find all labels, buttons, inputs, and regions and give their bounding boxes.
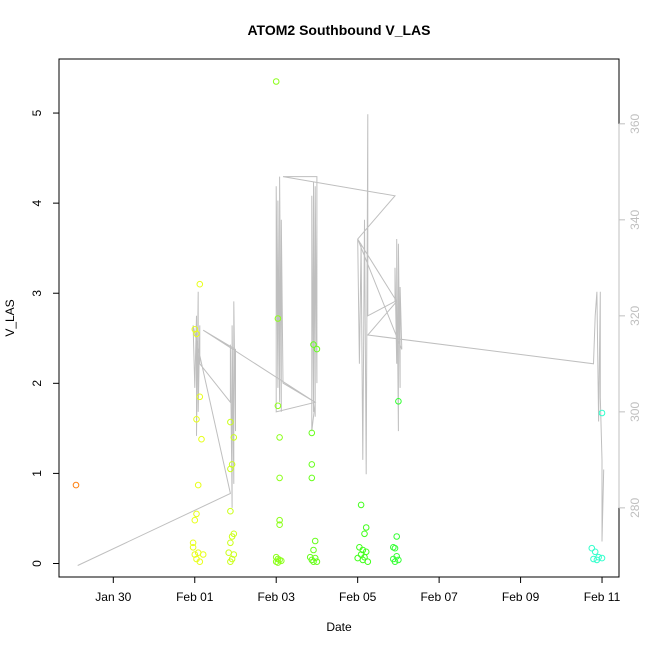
- y2-tick-label: 300: [628, 402, 642, 422]
- x-tick-label: Feb 01: [176, 590, 214, 604]
- y-tick-label: 0: [30, 560, 44, 567]
- y-tick-label: 2: [30, 380, 44, 387]
- data-point: [274, 402, 282, 410]
- data-point: [274, 559, 282, 566]
- y-axis-label: V_LAS: [3, 299, 17, 336]
- data-point: [361, 530, 368, 538]
- data-point: [391, 544, 399, 552]
- data-point: [193, 510, 200, 518]
- data-point: [311, 537, 319, 545]
- data-point: [598, 554, 606, 562]
- y2-tick-label: 280: [628, 498, 642, 518]
- data-point: [276, 474, 283, 482]
- data-point: [591, 548, 599, 556]
- data-point: [310, 558, 317, 566]
- data-point: [598, 409, 606, 417]
- data-point: [395, 398, 402, 405]
- data-point: [395, 556, 402, 564]
- data-point: [364, 558, 372, 566]
- data-point: [276, 521, 283, 529]
- data-point: [308, 429, 316, 437]
- data-point: [194, 481, 202, 489]
- data-point: [227, 539, 234, 547]
- data-point: [359, 546, 367, 554]
- y-tick-label: 5: [30, 109, 44, 116]
- y2-tick-label: 360: [628, 113, 642, 133]
- data-point: [278, 557, 285, 565]
- data-point: [193, 330, 200, 338]
- data-point: [230, 551, 238, 558]
- y-tick-label: 1: [30, 470, 44, 477]
- data-point: [590, 555, 597, 563]
- data-point: [308, 474, 316, 482]
- data-point: [311, 554, 319, 562]
- x-axis: Jan 30 Feb 01 Feb 03 Feb 05 Feb 07 Feb 09 Feb …: [95, 576, 621, 604]
- data-point: [272, 78, 280, 85]
- x-tick-label: Feb 11: [584, 590, 621, 604]
- data-point: [230, 530, 238, 538]
- data-point: [357, 501, 365, 509]
- data-point: [189, 539, 197, 547]
- y-axis-right: 280 300 320 340 360: [618, 113, 642, 518]
- right-axis-line-series: [77, 114, 605, 566]
- data-point: [313, 558, 321, 566]
- data-point: [191, 326, 199, 333]
- y-tick-label: 3: [30, 290, 44, 297]
- series-line: [77, 114, 605, 566]
- data-point: [588, 544, 596, 552]
- data-point: [191, 516, 199, 524]
- data-point: [228, 461, 236, 468]
- chart-title: ATOM2 Southbound V_LAS: [247, 22, 430, 38]
- x-tick-label: Feb 03: [258, 590, 296, 604]
- x-axis-label: Date: [326, 620, 352, 634]
- data-point: [227, 558, 234, 566]
- data-point: [227, 418, 234, 426]
- data-point: [199, 551, 207, 558]
- data-point: [362, 524, 370, 531]
- y2-tick-label: 320: [628, 306, 642, 326]
- data-point: [393, 533, 401, 540]
- data-point: [196, 393, 204, 401]
- x-tick-label: Feb 05: [339, 590, 377, 604]
- data-point: [196, 280, 204, 288]
- data-point: [191, 551, 199, 558]
- data-point: [274, 315, 282, 322]
- data-point: [391, 558, 399, 566]
- data-point: [310, 341, 317, 348]
- y-axis-left: 0 1 2 3 4 5: [30, 109, 60, 567]
- data-point: [313, 345, 321, 353]
- x-tick-label: Jan 30: [95, 590, 131, 604]
- data-point: [189, 544, 197, 551]
- data-point: [230, 434, 238, 441]
- x-tick-label: Feb 09: [502, 590, 540, 604]
- data-point: [227, 507, 234, 515]
- data-point: [196, 558, 204, 566]
- y-tick-label: 4: [30, 199, 44, 206]
- data-point: [276, 516, 283, 524]
- plot-frame: [58, 58, 620, 578]
- scatter-points: [72, 78, 606, 566]
- data-point: [227, 465, 234, 473]
- y2-tick-label: 340: [628, 209, 642, 229]
- data-point: [72, 481, 80, 489]
- data-point: [193, 416, 200, 423]
- data-point: [308, 461, 316, 468]
- x-tick-label: Feb 07: [420, 590, 458, 604]
- data-point: [276, 434, 283, 441]
- data-point: [198, 435, 205, 443]
- data-point: [310, 546, 317, 554]
